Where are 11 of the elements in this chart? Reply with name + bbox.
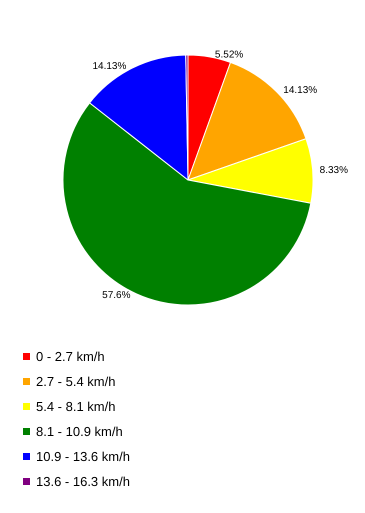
data-label: 14.13% — [92, 60, 126, 72]
data-label: 5.52% — [214, 49, 244, 60]
legend-label: 0 - 2.7 km/h — [36, 349, 105, 364]
legend-label: 10.9 - 13.6 km/h — [36, 449, 130, 464]
legend-label: 13.6 - 16.3 km/h — [36, 474, 130, 489]
data-label: 57.6% — [102, 290, 131, 302]
legend-label: 8.1 - 10.9 km/h — [36, 424, 123, 439]
data-label: 14.13% — [283, 85, 318, 96]
data-label: 8.33% — [320, 165, 348, 176]
legend-label: 2.7 - 5.4 km/h — [36, 374, 116, 389]
legend-label: 5.4 - 8.1 km/h — [36, 399, 116, 414]
